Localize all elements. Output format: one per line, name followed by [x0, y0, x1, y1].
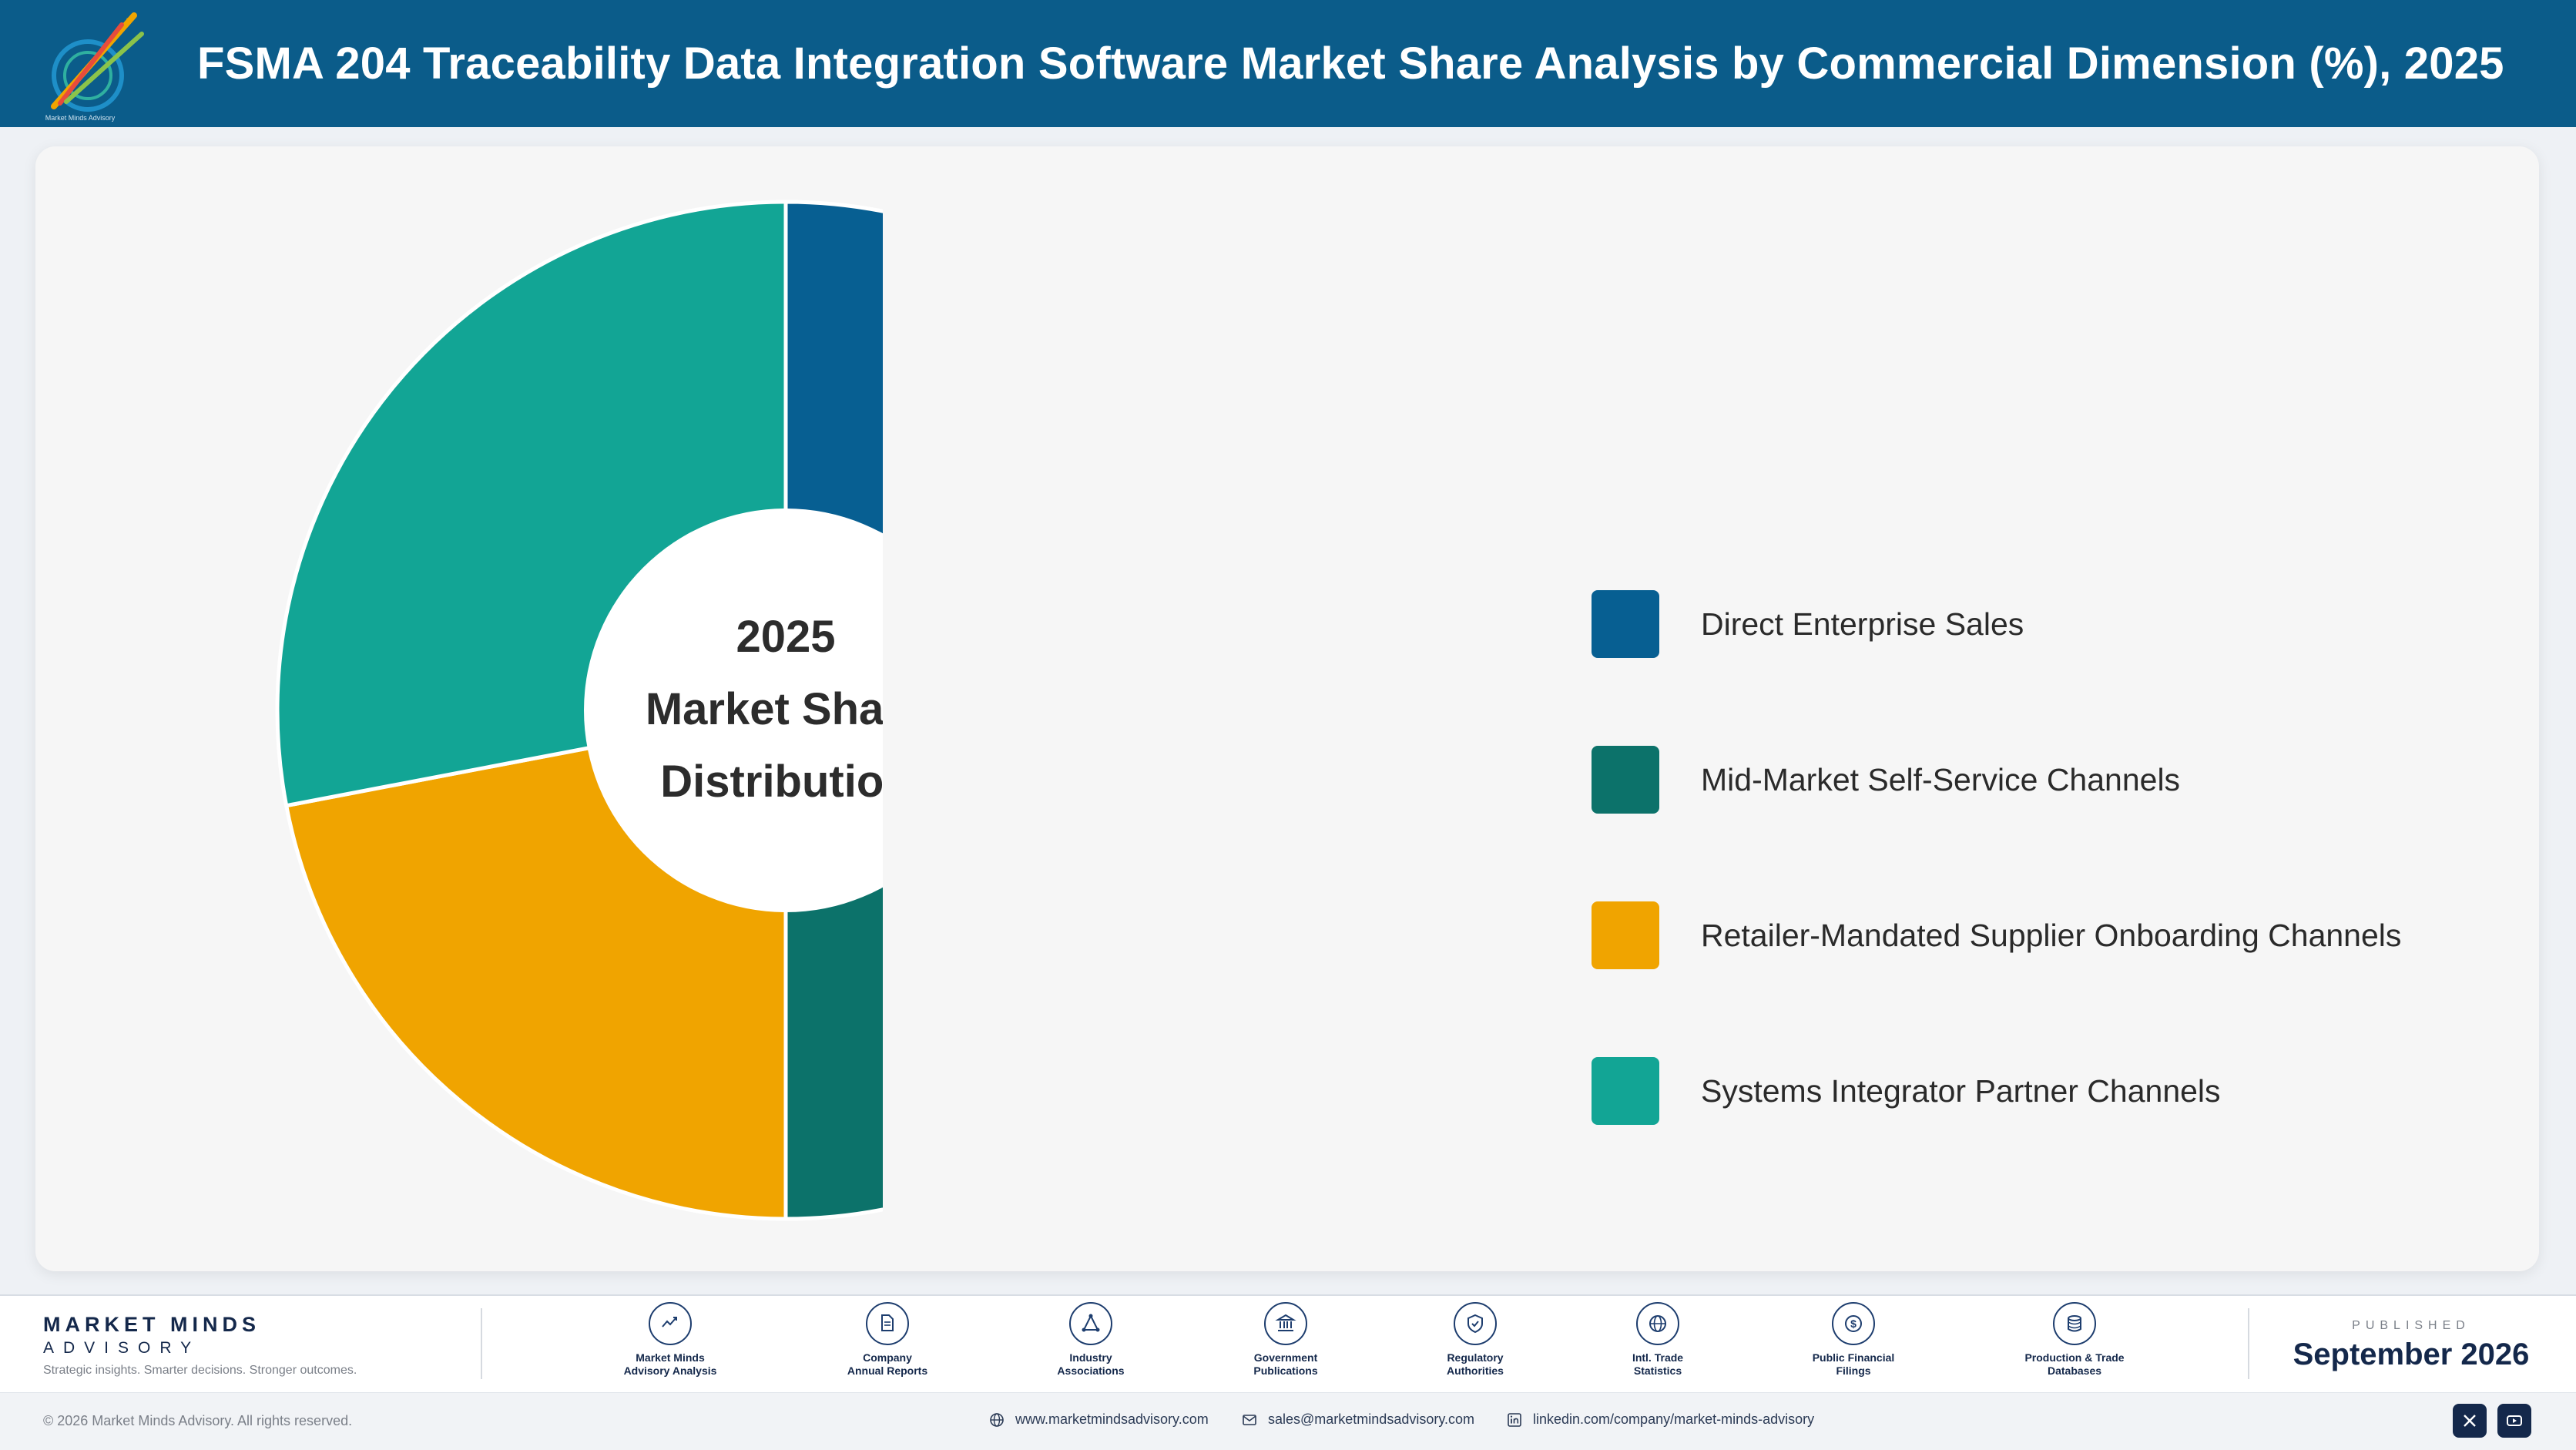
svg-text:$: $: [1850, 1317, 1857, 1330]
legend-swatch: [1592, 590, 1659, 658]
legend-label: Direct Enterprise Sales: [1701, 606, 2024, 642]
source-label: Regulatory Authorities: [1398, 1351, 1552, 1378]
database-icon: [2053, 1302, 2096, 1345]
x-social-button[interactable]: [2453, 1404, 2487, 1438]
chart-line-icon: [649, 1302, 692, 1345]
network-icon: [1069, 1302, 1112, 1345]
source-label-line1: Industry: [1069, 1351, 1112, 1364]
source-label-line2: Filings: [1836, 1364, 1871, 1377]
legend-swatch: [1592, 901, 1659, 969]
legend-item: Systems Integrator Partner Channels: [1592, 1057, 2401, 1125]
source-label: Government Publications: [1209, 1351, 1363, 1378]
divider: [2248, 1308, 2249, 1379]
source-label-line2: Associations: [1057, 1364, 1125, 1377]
legend-swatch: [1592, 746, 1659, 814]
source-label-line2: Statistics: [1633, 1364, 1682, 1377]
x-icon: [2464, 1415, 2476, 1427]
legend-label: Retailer-Mandated Supplier Onboarding Ch…: [1701, 917, 2402, 953]
source-label-line1: Market Minds: [636, 1351, 705, 1364]
source-label: Market Minds Advisory Analysis: [593, 1351, 747, 1378]
source-label-line1: Intl. Trade: [1632, 1351, 1684, 1364]
center-label-line-2: Market Share: [646, 684, 883, 734]
source-item: Intl. Trade Statistics: [1581, 1302, 1735, 1378]
source-label: Production & Trade Databases: [1997, 1351, 2152, 1378]
building-icon: [1264, 1302, 1307, 1345]
source-label-line1: Public Financial: [1812, 1351, 1895, 1364]
donut-hole: [584, 509, 883, 912]
published-date: September 2026: [2293, 1338, 2530, 1371]
source-item: Market Minds Advisory Analysis: [593, 1302, 747, 1378]
source-label: Industry Associations: [1014, 1351, 1168, 1378]
footer: MARKET MINDS ADVISORY Strategic insights…: [0, 1294, 2576, 1450]
youtube-social-button[interactable]: [2497, 1404, 2531, 1438]
published-label: PUBLISHED: [2352, 1319, 2470, 1332]
mail-icon: [1243, 1414, 1256, 1425]
linkedin-link[interactable]: linkedin.com/company/market-minds-adviso…: [1507, 1411, 1814, 1428]
source-item: Regulatory Authorities: [1398, 1302, 1552, 1378]
youtube-icon: [2507, 1415, 2522, 1426]
source-item: Production & Trade Databases: [1997, 1302, 2152, 1378]
legend-label: Systems Integrator Partner Channels: [1701, 1072, 2221, 1109]
shield-icon: [1454, 1302, 1497, 1345]
globe-icon: [1636, 1302, 1679, 1345]
svg-text:Market Minds Advisory: Market Minds Advisory: [45, 114, 116, 122]
source-label-line2: Databases: [2047, 1364, 2102, 1377]
header-bar: Market Minds Advisory FSMA 204 Traceabil…: [0, 0, 2576, 127]
source-label-line2: Publications: [1253, 1364, 1318, 1377]
linkedin-icon: [1508, 1412, 1521, 1427]
source-label-line2: Authorities: [1447, 1364, 1504, 1377]
legend-item: Mid-Market Self-Service Channels: [1592, 746, 2401, 814]
brand-subtitle: ADVISORY: [43, 1339, 201, 1357]
source-item: Government Publications: [1209, 1302, 1363, 1378]
website-text: www.marketmindsadvisory.com: [1015, 1411, 1209, 1427]
globe-icon: [990, 1412, 1004, 1427]
dollar-icon: $: [1832, 1302, 1875, 1345]
brand-tagline: Strategic insights. Smarter decisions. S…: [43, 1364, 357, 1377]
email-link[interactable]: sales@marketmindsadvisory.com: [1242, 1411, 1474, 1428]
source-item: $ Public Financial Filings: [1776, 1302, 1930, 1378]
source-label: Company Annual Reports: [810, 1351, 964, 1378]
brand-logo-icon: Market Minds Advisory: [45, 12, 144, 122]
email-text: sales@marketmindsadvisory.com: [1268, 1411, 1475, 1427]
legend-swatch: [1592, 1057, 1659, 1125]
data-sources: Market Minds Advisory Analysis Company Annu…: [585, 1302, 2280, 1387]
source-item: Industry Associations: [1014, 1302, 1168, 1378]
page-title: FSMA 204 Traceability Data Integration S…: [197, 39, 2504, 89]
source-item: Company Annual Reports: [810, 1302, 964, 1378]
legend-item: Direct Enterprise Sales: [1592, 590, 2401, 658]
source-label: Public Financial Filings: [1776, 1351, 1930, 1378]
center-label-line-3: Distribution: [660, 757, 883, 807]
source-label-line2: Advisory Analysis: [623, 1364, 717, 1377]
chart-card: 2025 Market Share Distribution Direct Ente…: [35, 146, 2539, 1271]
chart-legend: Direct Enterprise Sales Mid-Market Self-S…: [1592, 590, 2401, 1125]
copyright-text: © 2026 Market Minds Advisory. All rights…: [43, 1413, 353, 1428]
donut-chart: 2025 Market Share Distribution: [275, 200, 883, 1221]
source-label-line1: Government: [1253, 1351, 1318, 1364]
website-link[interactable]: www.marketmindsadvisory.com: [989, 1411, 1209, 1428]
linkedin-text: linkedin.com/company/market-minds-adviso…: [1533, 1411, 1815, 1427]
footer-bottom-bar: © 2026 Market Minds Advisory. All rights…: [0, 1392, 2576, 1450]
source-label-line1: Production & Trade: [2024, 1351, 2125, 1364]
divider: [481, 1308, 482, 1379]
source-label: Intl. Trade Statistics: [1581, 1351, 1735, 1378]
legend-item: Retailer-Mandated Supplier Onboarding Ch…: [1592, 901, 2401, 969]
source-label-line1: Company: [863, 1351, 912, 1364]
legend-label: Mid-Market Self-Service Channels: [1701, 761, 2181, 797]
brand-name: MARKET MINDS: [43, 1313, 260, 1336]
document-icon: [866, 1302, 909, 1345]
source-label-line2: Annual Reports: [847, 1364, 928, 1377]
center-label-line-1: 2025: [736, 612, 835, 662]
source-label-line1: Regulatory: [1447, 1351, 1504, 1364]
